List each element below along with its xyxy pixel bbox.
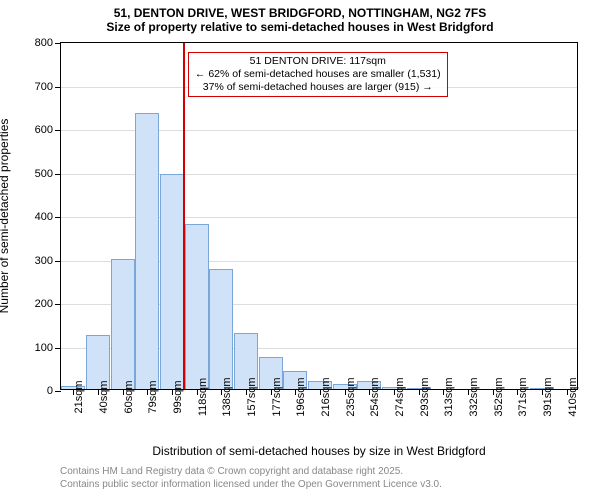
y-tick (55, 217, 61, 218)
x-tick-label: 60sqm (123, 380, 135, 413)
annotation-line: ← 62% of semi-detached houses are smalle… (195, 68, 441, 81)
histogram-bar (111, 259, 135, 390)
y-tick (55, 261, 61, 262)
histogram-bar (209, 269, 233, 389)
annotation-line: 37% of semi-detached houses are larger (… (195, 81, 441, 94)
x-tick-label: 21sqm (73, 380, 85, 413)
y-tick-label: 600 (35, 124, 53, 136)
x-tick-label: 235sqm (345, 377, 357, 416)
chart-title-block: 51, DENTON DRIVE, WEST BRIDGFORD, NOTTIN… (0, 0, 600, 34)
x-tick-label: 371sqm (517, 377, 529, 416)
chart-title-line2: Size of property relative to semi-detach… (0, 20, 600, 34)
y-tick (55, 391, 61, 392)
histogram-plot-area: 51 DENTON DRIVE: 117sqm← 62% of semi-det… (60, 42, 578, 390)
x-tick-label: 352sqm (493, 377, 505, 416)
x-tick-label: 196sqm (295, 377, 307, 416)
x-tick-label: 40sqm (98, 380, 110, 413)
y-tick (55, 130, 61, 131)
y-tick (55, 348, 61, 349)
x-tick-label: 391sqm (542, 377, 554, 416)
x-tick-label: 177sqm (271, 377, 283, 416)
credits-line2: Contains public sector information licen… (60, 479, 442, 492)
y-tick (55, 304, 61, 305)
y-tick-label: 400 (35, 211, 53, 223)
y-tick (55, 174, 61, 175)
y-tick-label: 200 (35, 298, 53, 310)
x-tick-label: 138sqm (221, 377, 233, 416)
x-tick-label: 332sqm (468, 377, 480, 416)
x-tick-label: 79sqm (147, 380, 159, 413)
x-tick-label: 118sqm (197, 378, 209, 416)
x-tick-label: 293sqm (419, 377, 431, 416)
histogram-bar (160, 174, 184, 389)
annotation-line: 51 DENTON DRIVE: 117sqm (195, 55, 441, 68)
x-tick-label: 157sqm (246, 377, 258, 416)
y-tick (55, 87, 61, 88)
x-tick-label: 254sqm (369, 377, 381, 416)
y-tick-label: 300 (35, 255, 53, 267)
y-axis-label: Number of semi-detached properties (0, 119, 11, 314)
y-tick-label: 500 (35, 168, 53, 180)
credits-line1: Contains HM Land Registry data © Crown c… (60, 466, 442, 479)
annotation-box: 51 DENTON DRIVE: 117sqm← 62% of semi-det… (188, 52, 448, 97)
x-tick-label: 216sqm (320, 377, 332, 416)
histogram-bar (185, 224, 209, 389)
x-tick-label: 99sqm (172, 380, 184, 413)
y-tick-label: 700 (35, 81, 53, 93)
x-tick-label: 313sqm (443, 377, 455, 416)
histogram-bar (135, 113, 159, 389)
y-tick-label: 800 (35, 37, 53, 49)
x-tick-label: 274sqm (394, 377, 406, 416)
y-tick-label: 0 (47, 385, 53, 397)
chart-title-line1: 51, DENTON DRIVE, WEST BRIDGFORD, NOTTIN… (0, 6, 600, 20)
y-tick (55, 43, 61, 44)
x-tick-label: 410sqm (567, 377, 579, 416)
x-axis-label: Distribution of semi-detached houses by … (60, 444, 578, 458)
property-marker-line (183, 43, 185, 389)
y-tick-label: 100 (35, 342, 53, 354)
credits-block: Contains HM Land Registry data © Crown c… (60, 466, 442, 491)
